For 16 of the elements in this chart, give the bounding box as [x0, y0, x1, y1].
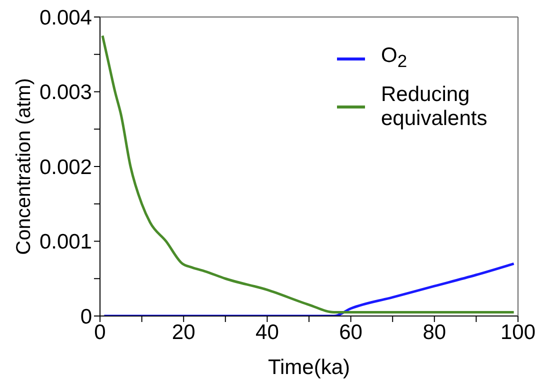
y-tick-label: 0.001 — [39, 230, 92, 254]
line-series — [101, 34, 516, 314]
y-tick-label: 0.004 — [39, 6, 92, 30]
y-tick-label: 0.002 — [39, 156, 92, 179]
x-axis-title: Time(ka) — [268, 356, 350, 379]
legend-label: O$_{2}$ — [381, 44, 408, 74]
x-tick-label: 60 — [339, 320, 362, 344]
legend-label: Reducing equivalents — [381, 83, 488, 132]
y-tick-label: 0.003 — [39, 81, 92, 104]
y-tick-label: 0 — [80, 305, 92, 328]
x-tick-label: 40 — [256, 320, 279, 344]
x-tick-label: 100 — [500, 320, 536, 344]
x-tick-label: 80 — [422, 320, 446, 344]
x-tick-label: 20 — [172, 320, 196, 344]
y-axis-title: Concentration (atm) — [13, 78, 35, 255]
line-series — [102, 262, 516, 316]
